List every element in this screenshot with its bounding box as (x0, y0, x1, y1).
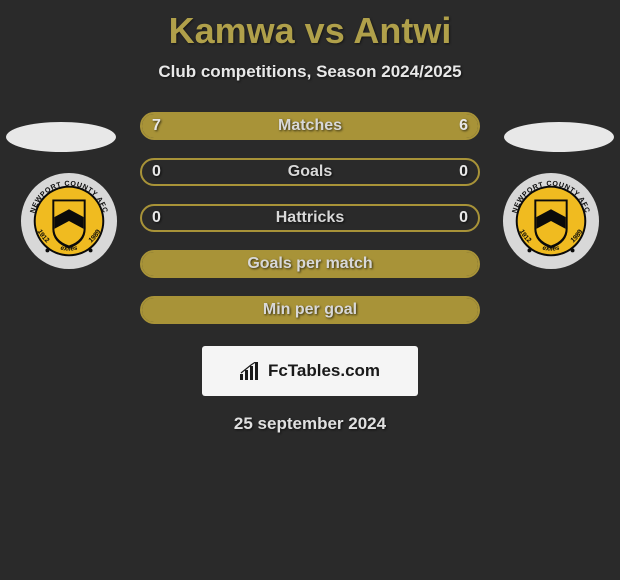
stat-value-left: 7 (152, 117, 161, 135)
stat-row: 7 Matches 6 (140, 112, 480, 140)
player-photo-right-placeholder (504, 122, 614, 152)
stat-row: 0 Hattricks 0 (140, 204, 480, 232)
stat-row: 0 Goals 0 (140, 158, 480, 186)
stats-container: 7 Matches 6 0 Goals 0 0 Hattricks 0 Goal… (140, 112, 480, 324)
stat-fill-right (323, 114, 478, 138)
stat-row: Min per goal (140, 296, 480, 324)
club-badge-right: NEWPORT COUNTY AFC 1912 exiles 1989 (502, 172, 600, 270)
stat-value-left: 0 (152, 209, 161, 227)
brand-label: FcTables.com (268, 361, 380, 381)
stat-value-left: 0 (152, 163, 161, 181)
stat-label: Goals (288, 163, 332, 181)
stat-value-right: 6 (459, 117, 468, 135)
stat-label: Goals per match (247, 255, 372, 273)
bar-chart-icon (240, 362, 262, 380)
date-label: 25 september 2024 (0, 414, 620, 434)
page-title: Kamwa vs Antwi (0, 0, 620, 52)
player-photo-left-placeholder (6, 122, 116, 152)
club-badge-left: NEWPORT COUNTY AFC 1912 exiles 1989 (20, 172, 118, 270)
stat-value-right: 0 (459, 209, 468, 227)
stat-label: Min per goal (263, 301, 357, 319)
brand-box[interactable]: FcTables.com (202, 346, 418, 396)
stat-value-right: 0 (459, 163, 468, 181)
stat-row: Goals per match (140, 250, 480, 278)
stat-label: Hattricks (276, 209, 344, 227)
stat-label: Matches (278, 117, 342, 135)
subtitle: Club competitions, Season 2024/2025 (0, 62, 620, 82)
